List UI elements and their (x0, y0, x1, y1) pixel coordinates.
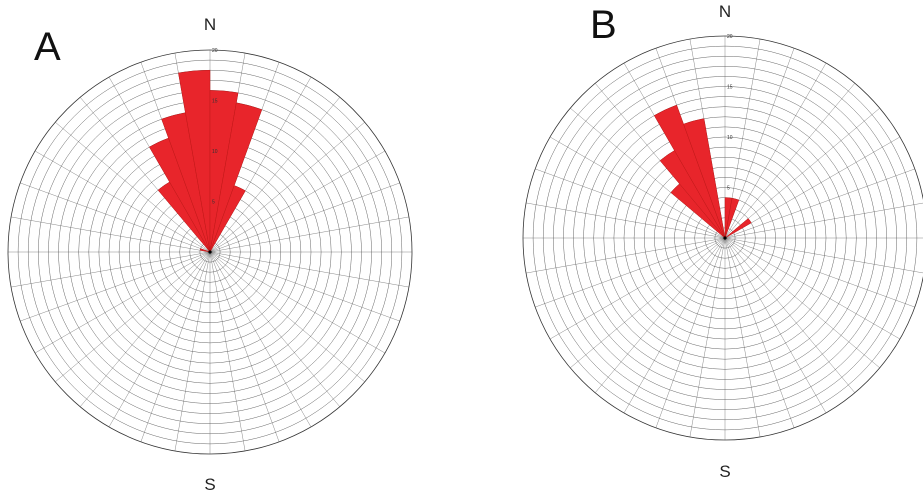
rose-diagram-a: A N S 5 10 15 20 (7, 15, 413, 494)
center-point (723, 236, 727, 240)
grid-spoke (724, 202, 923, 239)
rose-petal (724, 197, 740, 239)
radial-ticks-b: 5 10 15 20 (723, 34, 733, 240)
radial-tick-label: 5 (727, 186, 730, 192)
grid-spoke (11, 251, 211, 288)
radial-ticks-a: 5 10 15 20 (208, 48, 218, 254)
radial-tick-label: 20 (212, 48, 218, 54)
rose-petal (724, 218, 752, 239)
grid-spoke (535, 168, 726, 239)
grid-spoke (174, 251, 211, 451)
grid-spoke (724, 237, 923, 274)
grid-spoke (209, 251, 312, 428)
grid-spoke (209, 251, 386, 354)
grid-spoke (724, 237, 880, 368)
grid-spoke (209, 216, 409, 253)
grid-spoke (724, 168, 915, 239)
rose-petal (209, 102, 263, 253)
grid-spoke (689, 237, 726, 437)
north-label-a: N (204, 15, 216, 34)
radial-tick-label: 10 (212, 149, 218, 155)
grid-spoke (108, 251, 211, 428)
grid-spoke (209, 251, 340, 407)
grid-spoke (209, 251, 246, 451)
grid-spoke (209, 122, 365, 253)
grid-spoke (209, 251, 400, 322)
radial-tick-label: 20 (727, 34, 733, 40)
polar-grid-b (522, 35, 923, 441)
panel-label-a: A (34, 25, 61, 69)
rose-petal (209, 185, 246, 253)
grid-spoke (595, 237, 726, 393)
grid-spoke (209, 251, 280, 442)
grid-spoke (80, 251, 211, 407)
grid-spoke (20, 182, 211, 253)
rose-petal (653, 104, 726, 239)
grid-spoke (724, 136, 901, 239)
south-label-a: S (204, 475, 215, 494)
grid-spoke (55, 122, 211, 253)
grid-spoke (55, 251, 211, 382)
grid-spoke (209, 97, 340, 253)
grid-spoke (570, 237, 726, 368)
grid-spoke (724, 237, 855, 393)
radial-tick-label: 5 (212, 200, 215, 206)
grid-spoke (34, 150, 211, 253)
grid-spoke (724, 237, 901, 340)
grid-spoke (209, 251, 365, 382)
grid-spoke (655, 237, 726, 428)
grid-spoke (11, 216, 211, 253)
grid-spoke (724, 237, 827, 414)
grid-spoke (140, 251, 211, 442)
center-point (208, 250, 212, 254)
petals-b (653, 104, 752, 239)
grid-spoke (526, 202, 726, 239)
grid-spoke (209, 150, 386, 253)
grid-spoke (209, 182, 400, 253)
south-label-b: S (719, 462, 730, 481)
rose-petal (178, 69, 211, 253)
grid-spoke (549, 237, 726, 340)
petals-a (149, 69, 263, 253)
radial-tick-label: 15 (727, 85, 733, 91)
grid-spoke (209, 251, 409, 288)
grid-spoke (526, 237, 726, 274)
grid-spoke (535, 237, 726, 308)
rose-petal (199, 248, 211, 253)
rose-diagram-b: B N S 5 10 15 20 (522, 2, 923, 481)
grid-spoke (724, 62, 827, 239)
grid-spoke (549, 136, 726, 239)
grid-spoke (34, 251, 211, 354)
grid-spoke (724, 83, 855, 239)
grid-spoke (20, 251, 211, 322)
rose-petal (683, 118, 726, 239)
panel-label-b: B (590, 3, 617, 47)
grid-spoke (724, 237, 761, 437)
north-label-b: N (719, 2, 731, 21)
grid-spoke (623, 237, 726, 414)
radial-tick-label: 10 (727, 135, 733, 141)
grid-spoke (724, 108, 880, 239)
grid-spoke (724, 237, 915, 308)
grid-spoke (724, 237, 795, 428)
radial-tick-label: 15 (212, 99, 218, 105)
